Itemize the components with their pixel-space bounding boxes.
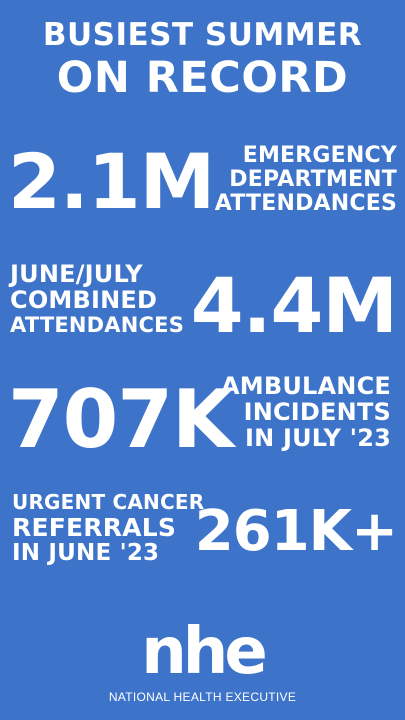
stat-value: 4.4M [190,261,398,350]
stat-label-line: URGENT CANCER [12,490,205,514]
stat-label-line: INCIDENTS [243,397,391,426]
stat-emergency-attendances: 2.1M EMERGENCY DEPARTMENT ATTENDANCES [0,140,405,240]
stat-value: 707K [8,373,234,466]
stat-label-line: ATTENDANCES [10,312,185,337]
stat-value: 2.1M [8,137,215,226]
stat-combined-attendances: JUNE/JULY COMBINED ATTENDANCES 4.4M [0,260,405,360]
nhe-logo: nhe NATIONAL HEALTH EXECUTIVE [0,620,405,704]
stat-label-line: IN JUNE '23 [12,539,160,566]
stat-label-line: COMBINED [10,285,158,314]
stat-label-line: IN JULY '23 [244,423,391,452]
stat-label-line: AMBULANCE [221,372,391,400]
stat-ambulance-incidents: 707K AMBULANCE INCIDENTS IN JULY '23 [0,372,405,472]
stat-label-line: EMERGENCY [242,143,397,168]
stat-label-line: DEPARTMENT [229,166,397,192]
stat-label: AMBULANCE INCIDENTS IN JULY '23 [221,372,391,452]
stat-value: 261K+ [194,499,398,564]
stat-label-line: JUNE/JULY [10,260,143,288]
logo-name: NATIONAL HEALTH EXECUTIVE [108,690,297,704]
headline-line-1: BUSIEST SUMMER [42,17,363,53]
headline-line-2: ON RECORD [56,53,349,103]
stat-label-line: REFERRALS [12,512,177,542]
stat-label: URGENT CANCER REFERRALS IN JUNE '23 [12,490,205,566]
headline: BUSIEST SUMMER ON RECORD [0,20,405,100]
stat-label-line: ATTENDANCES [214,190,397,216]
stat-label: JUNE/JULY COMBINED ATTENDANCES [10,260,185,337]
stat-label: EMERGENCY DEPARTMENT ATTENDANCES [215,144,397,215]
stat-cancer-referrals: URGENT CANCER REFERRALS IN JUNE '23 261K… [0,490,405,590]
logo-mark: nhe [141,615,268,689]
